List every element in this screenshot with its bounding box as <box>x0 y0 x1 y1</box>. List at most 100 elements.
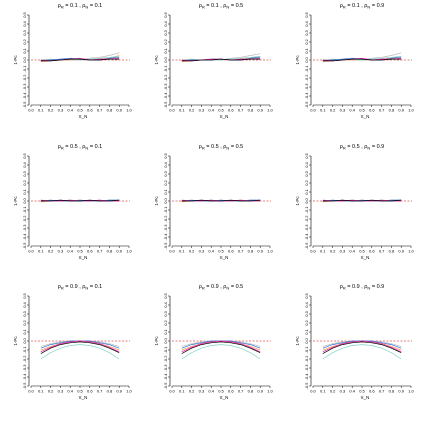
y-tick-label: -0.5 <box>22 242 27 250</box>
x-tick-label: 0.7 <box>97 249 103 254</box>
panel-title: ρR = 0.1 , ρN = 0.9 <box>340 3 384 10</box>
y-tick-label: 0.0 <box>163 56 168 62</box>
series-line-1 <box>40 341 120 354</box>
y-tick-label: 0.4 <box>304 161 309 167</box>
y-axis-label: 1-Pc <box>13 336 18 346</box>
y-tick-label: 0.5 <box>22 152 27 158</box>
y-tick-label: 0.3 <box>304 170 309 176</box>
series-line-1 <box>322 58 402 62</box>
y-tick-label: -0.4 <box>163 92 168 100</box>
y-tick-label: -0.5 <box>304 382 309 390</box>
x-tick-label: 0.9 <box>116 108 122 113</box>
y-tick-label: -0.2 <box>22 74 27 82</box>
y-tick-label: 0.0 <box>163 197 168 203</box>
x-tick-label: 0.3 <box>340 389 346 394</box>
y-tick-label: -0.3 <box>304 224 309 232</box>
x-tick-label: 1.0 <box>126 389 132 394</box>
y-tick-label: 0.2 <box>163 38 168 44</box>
x-tick-label: 0.0 <box>310 389 316 394</box>
y-tick-label: 0.3 <box>304 310 309 316</box>
x-tick-label: 0.3 <box>58 108 64 113</box>
y-tick-label: 0.1 <box>163 188 168 194</box>
series-line-1 <box>181 199 261 202</box>
y-axis-label: 1-Pc <box>13 196 18 206</box>
x-tick-label: 0.7 <box>379 389 385 394</box>
x-tick-label: 1.0 <box>267 108 273 113</box>
y-tick-label: 0.2 <box>304 38 309 44</box>
x-tick-label: 0.9 <box>116 389 122 394</box>
y-tick-label: 0.2 <box>22 38 27 44</box>
y-tick-label: -0.1 <box>163 206 168 214</box>
y-tick-label: 0.1 <box>163 328 168 334</box>
x-tick-label: 0.1 <box>38 389 44 394</box>
y-tick-label: 0.1 <box>304 328 309 334</box>
x-axis-label: π_N <box>220 255 229 260</box>
series-line-1 <box>181 58 261 62</box>
x-tick-label: 1.0 <box>126 249 132 254</box>
series-line-5 <box>40 340 120 351</box>
x-tick-label: 0.2 <box>48 249 54 254</box>
x-tick-label: 0.7 <box>379 108 385 113</box>
y-tick-label: 0.4 <box>22 20 27 26</box>
x-tick-label: 0.3 <box>199 389 205 394</box>
x-tick-label: 0.6 <box>369 249 375 254</box>
y-axis-label: 1-Pc <box>154 55 159 65</box>
y-tick-label: 0.0 <box>22 197 27 203</box>
x-axis-label: π_N <box>361 255 370 260</box>
x-tick-label: 0.4 <box>349 389 355 394</box>
panel-3: ρR = 0.1 , ρN = 0.90.0 0.1 0.2 0.3 0.4 0.5 0.6… <box>295 3 415 119</box>
x-tick-label: 0.5 <box>218 389 224 394</box>
x-axis-label: π_N <box>79 255 88 260</box>
x-tick-label: 0.0 <box>28 108 34 113</box>
y-tick-label: 0.5 <box>22 292 27 298</box>
y-tick-label: 0.2 <box>163 319 168 325</box>
series-line-2 <box>181 340 261 353</box>
series-line-4 <box>322 344 402 360</box>
y-tick-label: 0.2 <box>22 319 27 325</box>
y-tick-label: 0.2 <box>22 179 27 185</box>
y-tick-label: -0.3 <box>163 83 168 91</box>
panel-title: ρR = 0.9 , ρN = 0.5 <box>199 284 243 291</box>
y-tick-label: 0.4 <box>22 301 27 307</box>
x-tick-label: 0.4 <box>208 249 214 254</box>
x-tick-label: 0.3 <box>199 249 205 254</box>
y-tick-label: 0.3 <box>304 29 309 35</box>
x-tick-label: 0.1 <box>179 249 185 254</box>
y-tick-label: 0.5 <box>304 11 309 17</box>
y-tick-label: 0.2 <box>304 179 309 185</box>
panel-title: ρR = 0.9 , ρN = 0.9 <box>340 284 384 291</box>
x-tick-label: 0.7 <box>379 249 385 254</box>
x-tick-label: 0.8 <box>107 249 113 254</box>
x-tick-label: 0.1 <box>179 389 185 394</box>
x-tick-label: 0.0 <box>310 249 316 254</box>
series-line-2 <box>40 340 120 353</box>
x-tick-label: 0.6 <box>228 108 234 113</box>
x-tick-label: 0.2 <box>330 389 336 394</box>
series-line-1 <box>322 199 402 202</box>
x-tick-label: 0.6 <box>228 249 234 254</box>
series-line-1 <box>40 58 120 62</box>
series-line-4 <box>181 344 261 360</box>
x-tick-label: 0.2 <box>330 108 336 113</box>
x-tick-label: 0.2 <box>189 249 195 254</box>
y-tick-label: 0.5 <box>163 152 168 158</box>
x-tick-label: 0.6 <box>87 389 93 394</box>
y-axis-label: 1-Pc <box>13 55 18 65</box>
y-tick-label: 0.5 <box>163 11 168 17</box>
y-tick-label: -0.5 <box>22 101 27 109</box>
y-tick-label: 0.3 <box>163 29 168 35</box>
y-tick-label: 0.0 <box>304 56 309 62</box>
x-tick-label: 0.6 <box>87 249 93 254</box>
x-tick-label: 0.6 <box>228 389 234 394</box>
y-tick-label: -0.2 <box>163 355 168 363</box>
y-tick-label: -0.3 <box>163 364 168 372</box>
y-tick-label: -0.1 <box>22 346 27 354</box>
x-tick-label: 0.9 <box>257 389 263 394</box>
y-tick-label: -0.4 <box>22 92 27 100</box>
y-tick-label: -0.5 <box>22 382 27 390</box>
y-tick-label: -0.1 <box>304 65 309 73</box>
x-tick-label: 0.1 <box>38 108 44 113</box>
y-axis-label: 1-Pc <box>295 196 300 206</box>
x-tick-label: 0.4 <box>349 108 355 113</box>
x-tick-label: 0.8 <box>248 389 254 394</box>
